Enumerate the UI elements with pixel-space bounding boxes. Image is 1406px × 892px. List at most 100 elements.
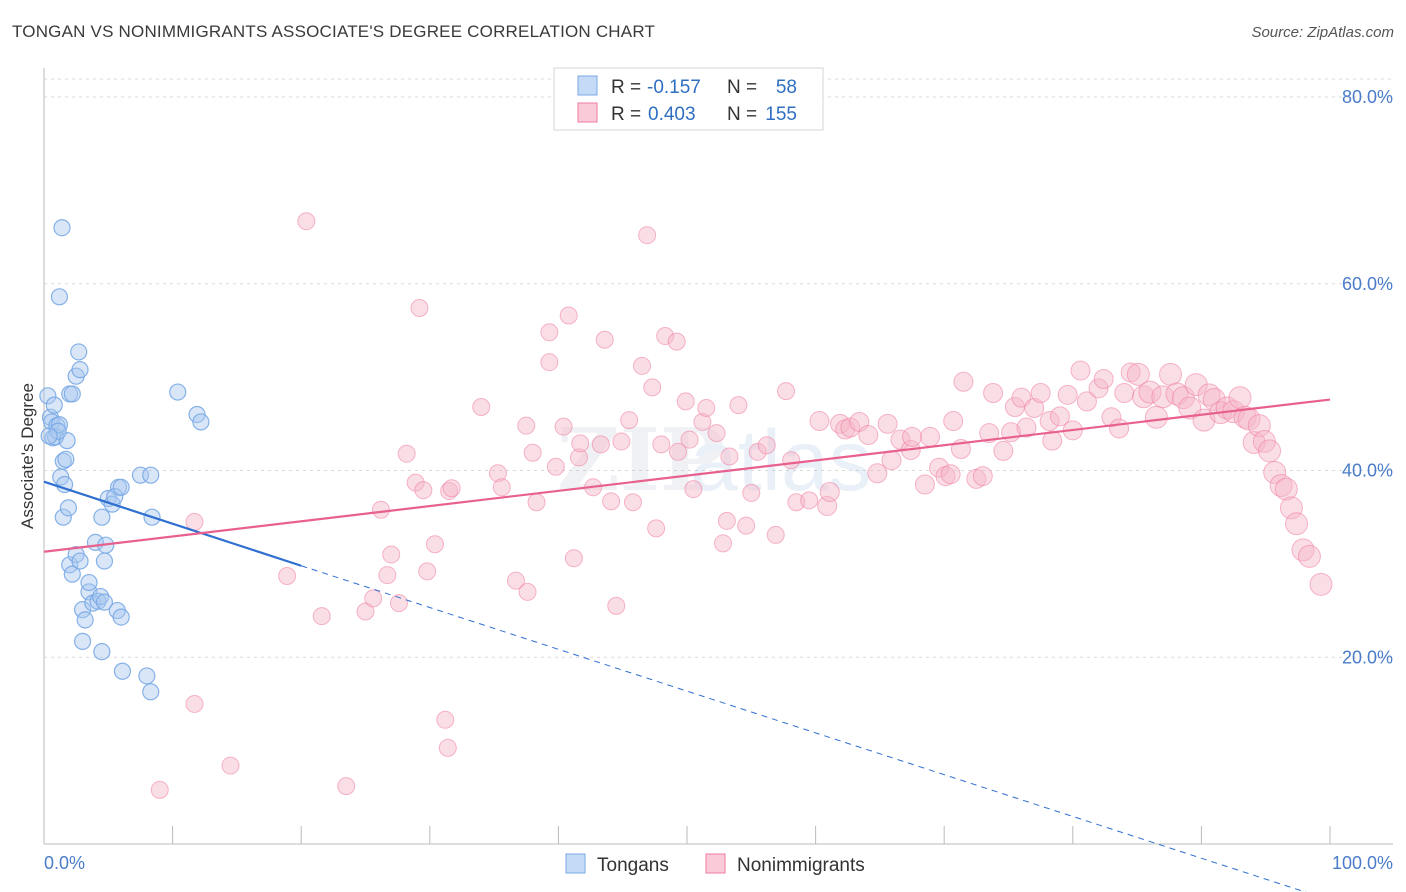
nonimmigrants-point xyxy=(877,413,898,434)
tongans-point xyxy=(45,396,63,414)
nonimmigrants-point xyxy=(972,466,993,487)
nonimmigrants-point xyxy=(564,549,583,568)
stats-legend: R = -0.157 N = 58 R = 0.403 N = 155 xyxy=(553,67,824,131)
tongans-point xyxy=(142,466,160,484)
nonimmigrants-point xyxy=(717,511,736,530)
nonimmigrants-trend-line xyxy=(43,398,1331,553)
tongans-point xyxy=(39,387,57,405)
tongans-point xyxy=(73,601,92,619)
tongans-point xyxy=(50,416,69,434)
nonimmigrants-point xyxy=(656,327,675,346)
series-legend: Tongans Nonimmigrants xyxy=(565,853,865,876)
nonimmigrants-point xyxy=(1030,382,1051,403)
chart-source: Source: ZipAtlas.com xyxy=(1251,24,1394,41)
legend-swatch-nonimmigrants xyxy=(577,102,598,123)
y-tick-labels: 20.0% 40.0% 60.0% 80.0% xyxy=(1342,87,1393,667)
tongans-point xyxy=(70,343,88,361)
legend-n-value-nonimmigrants: 155 xyxy=(765,104,797,125)
nonimmigrants-point xyxy=(1285,512,1309,536)
nonimmigrants-point xyxy=(337,777,356,796)
tongans-point xyxy=(40,427,58,445)
tongans-point xyxy=(49,422,67,440)
tongans-point xyxy=(80,573,98,592)
nonimmigrants-point xyxy=(185,694,204,713)
tongans-point xyxy=(138,667,156,685)
nonimmigrants-point xyxy=(488,464,507,483)
nonimmigrants-point xyxy=(777,382,796,401)
nonimmigrants-point xyxy=(540,323,559,342)
nonimmigrants-point xyxy=(858,425,879,446)
tongans-point xyxy=(112,478,130,496)
nonimmigrants-point xyxy=(1101,407,1122,428)
nonimmigrants-point xyxy=(389,594,408,613)
nonimmigrants-point xyxy=(571,434,590,453)
nonimmigrants-point xyxy=(1126,362,1150,386)
nonimmigrants-point xyxy=(523,443,542,462)
nonimmigrants-point xyxy=(920,426,941,447)
nonimmigrants-point xyxy=(364,589,383,608)
nonimmigrants-point xyxy=(643,378,662,397)
nonimmigrants-point xyxy=(1076,391,1097,412)
nonimmigrants-point xyxy=(371,500,390,519)
nonimmigrants-point xyxy=(632,356,651,375)
nonimmigrants-point xyxy=(1070,360,1091,381)
nonimmigrants-point xyxy=(418,562,437,581)
nonimmigrants-point xyxy=(647,519,666,538)
watermark-text: ZIP xyxy=(557,410,725,511)
nonimmigrants-point xyxy=(680,430,699,449)
tongans-point xyxy=(54,508,72,526)
nonimmigrants-point xyxy=(1049,406,1070,427)
tongans-point xyxy=(169,383,187,401)
y-tick-label: 40.0% xyxy=(1342,461,1393,481)
x-tick-label-max: 100.0% xyxy=(1332,853,1393,873)
bottom-legend-swatch-tongans xyxy=(565,853,586,874)
nonimmigrants-point xyxy=(742,483,761,502)
nonimmigrants-point xyxy=(1114,382,1135,403)
trend-lines xyxy=(43,398,1331,892)
nonimmigrants-point xyxy=(278,567,297,586)
nonimmigrants-point xyxy=(940,464,961,485)
nonimmigrants-point xyxy=(668,442,687,461)
tongans-points xyxy=(39,219,210,701)
nonimmigrants-point xyxy=(546,457,565,476)
nonimmigrants-point xyxy=(414,481,433,500)
tongans-point xyxy=(50,288,69,306)
nonimmigrants-point xyxy=(1263,460,1287,484)
nonimmigrants-point xyxy=(1016,417,1037,438)
nonimmigrants-point xyxy=(693,412,712,431)
nonimmigrants-point xyxy=(1291,538,1315,562)
tongans-point xyxy=(73,632,92,650)
nonimmigrants-point xyxy=(1202,388,1226,412)
nonimmigrants-point xyxy=(150,780,169,799)
nonimmigrants-point xyxy=(1247,414,1271,438)
nonimmigrants-point xyxy=(1228,386,1252,410)
nonimmigrants-point xyxy=(1258,439,1282,463)
nonimmigrants-point xyxy=(607,596,626,615)
nonimmigrants-points xyxy=(150,212,1333,799)
nonimmigrants-point xyxy=(652,435,671,454)
tongans-point xyxy=(192,413,210,431)
tongans-point xyxy=(58,432,76,450)
nonimmigrants-point xyxy=(410,299,429,318)
nonimmigrants-point xyxy=(1151,385,1175,409)
nonimmigrants-point xyxy=(800,491,819,510)
nonimmigrants-point xyxy=(436,710,455,729)
nonimmigrants-point xyxy=(983,382,1004,403)
tongans-point xyxy=(53,219,71,237)
y-tick-label: 20.0% xyxy=(1342,647,1393,667)
nonimmigrants-point xyxy=(602,492,621,511)
nonimmigrants-point xyxy=(1109,418,1130,439)
bottom-legend-swatch-nonimmigrants xyxy=(705,853,726,874)
nonimmigrants-point xyxy=(595,330,614,349)
legend-n-label-nonimmigrants: N = xyxy=(727,104,757,125)
nonimmigrants-point xyxy=(819,481,840,502)
tongans-point xyxy=(63,565,81,583)
y-tick-label: 80.0% xyxy=(1342,87,1393,107)
nonimmigrants-point xyxy=(472,398,491,417)
x-tick-label-min: 0.0% xyxy=(44,853,85,873)
legend-r-label-nonimmigrants: R = xyxy=(611,104,641,125)
bottom-legend-label-nonimmigrants: Nonimmigrants xyxy=(737,855,865,876)
nonimmigrants-point xyxy=(697,398,716,417)
nonimmigrants-point xyxy=(312,607,331,626)
nonimmigrants-point xyxy=(953,371,974,392)
